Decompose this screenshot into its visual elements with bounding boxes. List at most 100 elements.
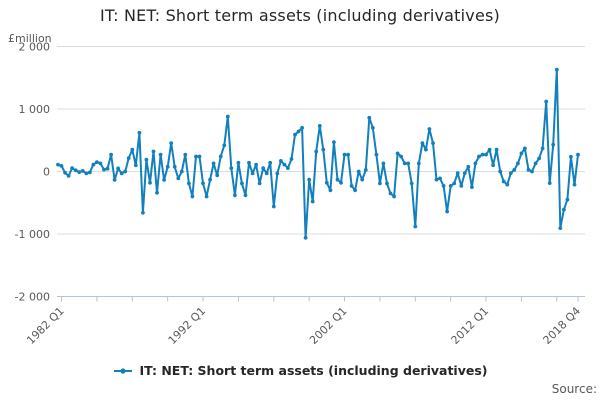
- data-point-marker: [477, 154, 481, 159]
- data-point-marker: [547, 181, 552, 186]
- data-point-marker: [431, 141, 435, 146]
- x-tick-label: 2018 Q4: [541, 304, 584, 347]
- data-point-marker: [395, 151, 400, 156]
- data-point-marker: [275, 171, 280, 176]
- data-point-marker: [84, 171, 89, 176]
- y-tick-label: 2 000: [19, 41, 51, 54]
- data-point-marker: [448, 184, 453, 188]
- data-point-marker: [66, 174, 71, 178]
- data-point-marker: [126, 156, 131, 161]
- source-label: Source:: [551, 382, 597, 396]
- x-tick-label: 2012 Q1: [449, 304, 492, 347]
- data-point-marker: [102, 167, 106, 172]
- data-point-marker: [519, 151, 524, 156]
- data-point-marker: [356, 169, 361, 174]
- data-point-marker: [572, 182, 577, 187]
- data-point-marker: [282, 162, 287, 167]
- data-point-marker: [324, 180, 329, 185]
- data-point-marker: [523, 146, 527, 151]
- data-point-marker: [293, 132, 297, 137]
- data-point-marker: [197, 154, 202, 159]
- data-point-marker: [271, 204, 276, 209]
- data-point-marker: [162, 178, 167, 182]
- data-point-marker: [508, 171, 513, 176]
- data-point-marker: [257, 181, 262, 186]
- data-point-marker: [339, 180, 343, 185]
- y-tick-label: -1 000: [15, 228, 50, 241]
- data-point-marker: [247, 160, 251, 165]
- data-point-marker: [225, 114, 230, 119]
- data-point-marker: [526, 168, 531, 172]
- data-point-marker: [204, 194, 209, 199]
- data-point-marker: [77, 170, 82, 175]
- data-point-marker: [240, 181, 244, 186]
- data-point-marker: [540, 146, 545, 151]
- data-point-marker: [133, 163, 138, 168]
- data-point-marker: [406, 161, 411, 166]
- data-point-marker: [569, 154, 573, 159]
- data-point-marker: [137, 130, 142, 135]
- data-point-marker: [420, 141, 425, 146]
- data-point-marker: [498, 169, 503, 174]
- data-point-marker: [116, 166, 120, 171]
- data-point-marker: [487, 147, 492, 152]
- data-point-marker: [360, 177, 365, 182]
- data-point-marker: [462, 171, 467, 176]
- data-point-marker: [466, 164, 471, 169]
- data-point-marker: [480, 152, 485, 157]
- data-point-marker: [176, 176, 181, 181]
- data-point-marker: [533, 161, 538, 166]
- data-point-marker: [484, 152, 488, 157]
- data-point-marker: [63, 170, 67, 175]
- data-point-marker: [385, 181, 389, 186]
- data-point-marker: [332, 140, 336, 145]
- data-point-marker: [438, 176, 442, 181]
- data-point-marker: [381, 161, 386, 166]
- data-point-marker: [179, 169, 184, 174]
- data-point-marker: [105, 166, 110, 171]
- line-chart: 2 000 1 000 0 -1 000 -2 000 1982 Q1 1992 Q1 20…: [8, 32, 585, 347]
- data-point-marker: [286, 166, 290, 171]
- data-point-marker: [392, 194, 396, 199]
- data-point-marker: [218, 154, 223, 159]
- data-point-marker: [558, 226, 563, 231]
- data-point-marker: [268, 160, 273, 165]
- data-point-marker: [353, 188, 357, 193]
- data-point-marker: [470, 185, 474, 190]
- data-point-marker: [279, 159, 283, 163]
- data-point-marker: [335, 177, 340, 182]
- x-tick-label: 1982 Q1: [24, 304, 67, 347]
- data-point-marker: [516, 161, 520, 166]
- data-point-marker: [148, 180, 152, 185]
- data-point-marker: [402, 161, 407, 166]
- data-point-marker: [307, 177, 312, 182]
- data-point-marker: [452, 181, 457, 186]
- data-point-marker: [98, 161, 103, 166]
- data-point-marker: [183, 152, 188, 157]
- data-point-marker: [165, 164, 170, 169]
- data-point-marker: [70, 166, 74, 171]
- data-point-marker: [576, 152, 580, 157]
- data-point-marker: [424, 147, 428, 152]
- y-tick-label: -2 000: [15, 291, 50, 304]
- data-point-marker: [491, 163, 495, 168]
- data-point-marker: [505, 182, 510, 187]
- data-point-marker: [537, 156, 541, 161]
- data-point-marker: [413, 224, 418, 229]
- data-point-marker: [80, 169, 85, 173]
- y-axis-unit-label: £million: [8, 32, 52, 45]
- data-point-marker: [512, 168, 517, 172]
- y-tick-label: 0: [43, 166, 50, 179]
- data-point-marker: [190, 194, 195, 199]
- data-point-marker: [119, 171, 124, 176]
- data-point-marker: [310, 199, 315, 204]
- data-point-marker: [544, 99, 549, 104]
- data-point-marker: [367, 115, 372, 120]
- data-point-marker: [530, 169, 534, 174]
- gridlines: [57, 46, 585, 297]
- x-tick-labels: 1982 Q1 1992 Q1 2002 Q1 2012 Q1 2018 Q4: [24, 304, 583, 347]
- data-point-marker: [254, 162, 258, 167]
- data-point-marker: [565, 197, 570, 202]
- data-point-marker: [399, 154, 403, 159]
- x-tick-label: 2002 Q1: [307, 304, 350, 347]
